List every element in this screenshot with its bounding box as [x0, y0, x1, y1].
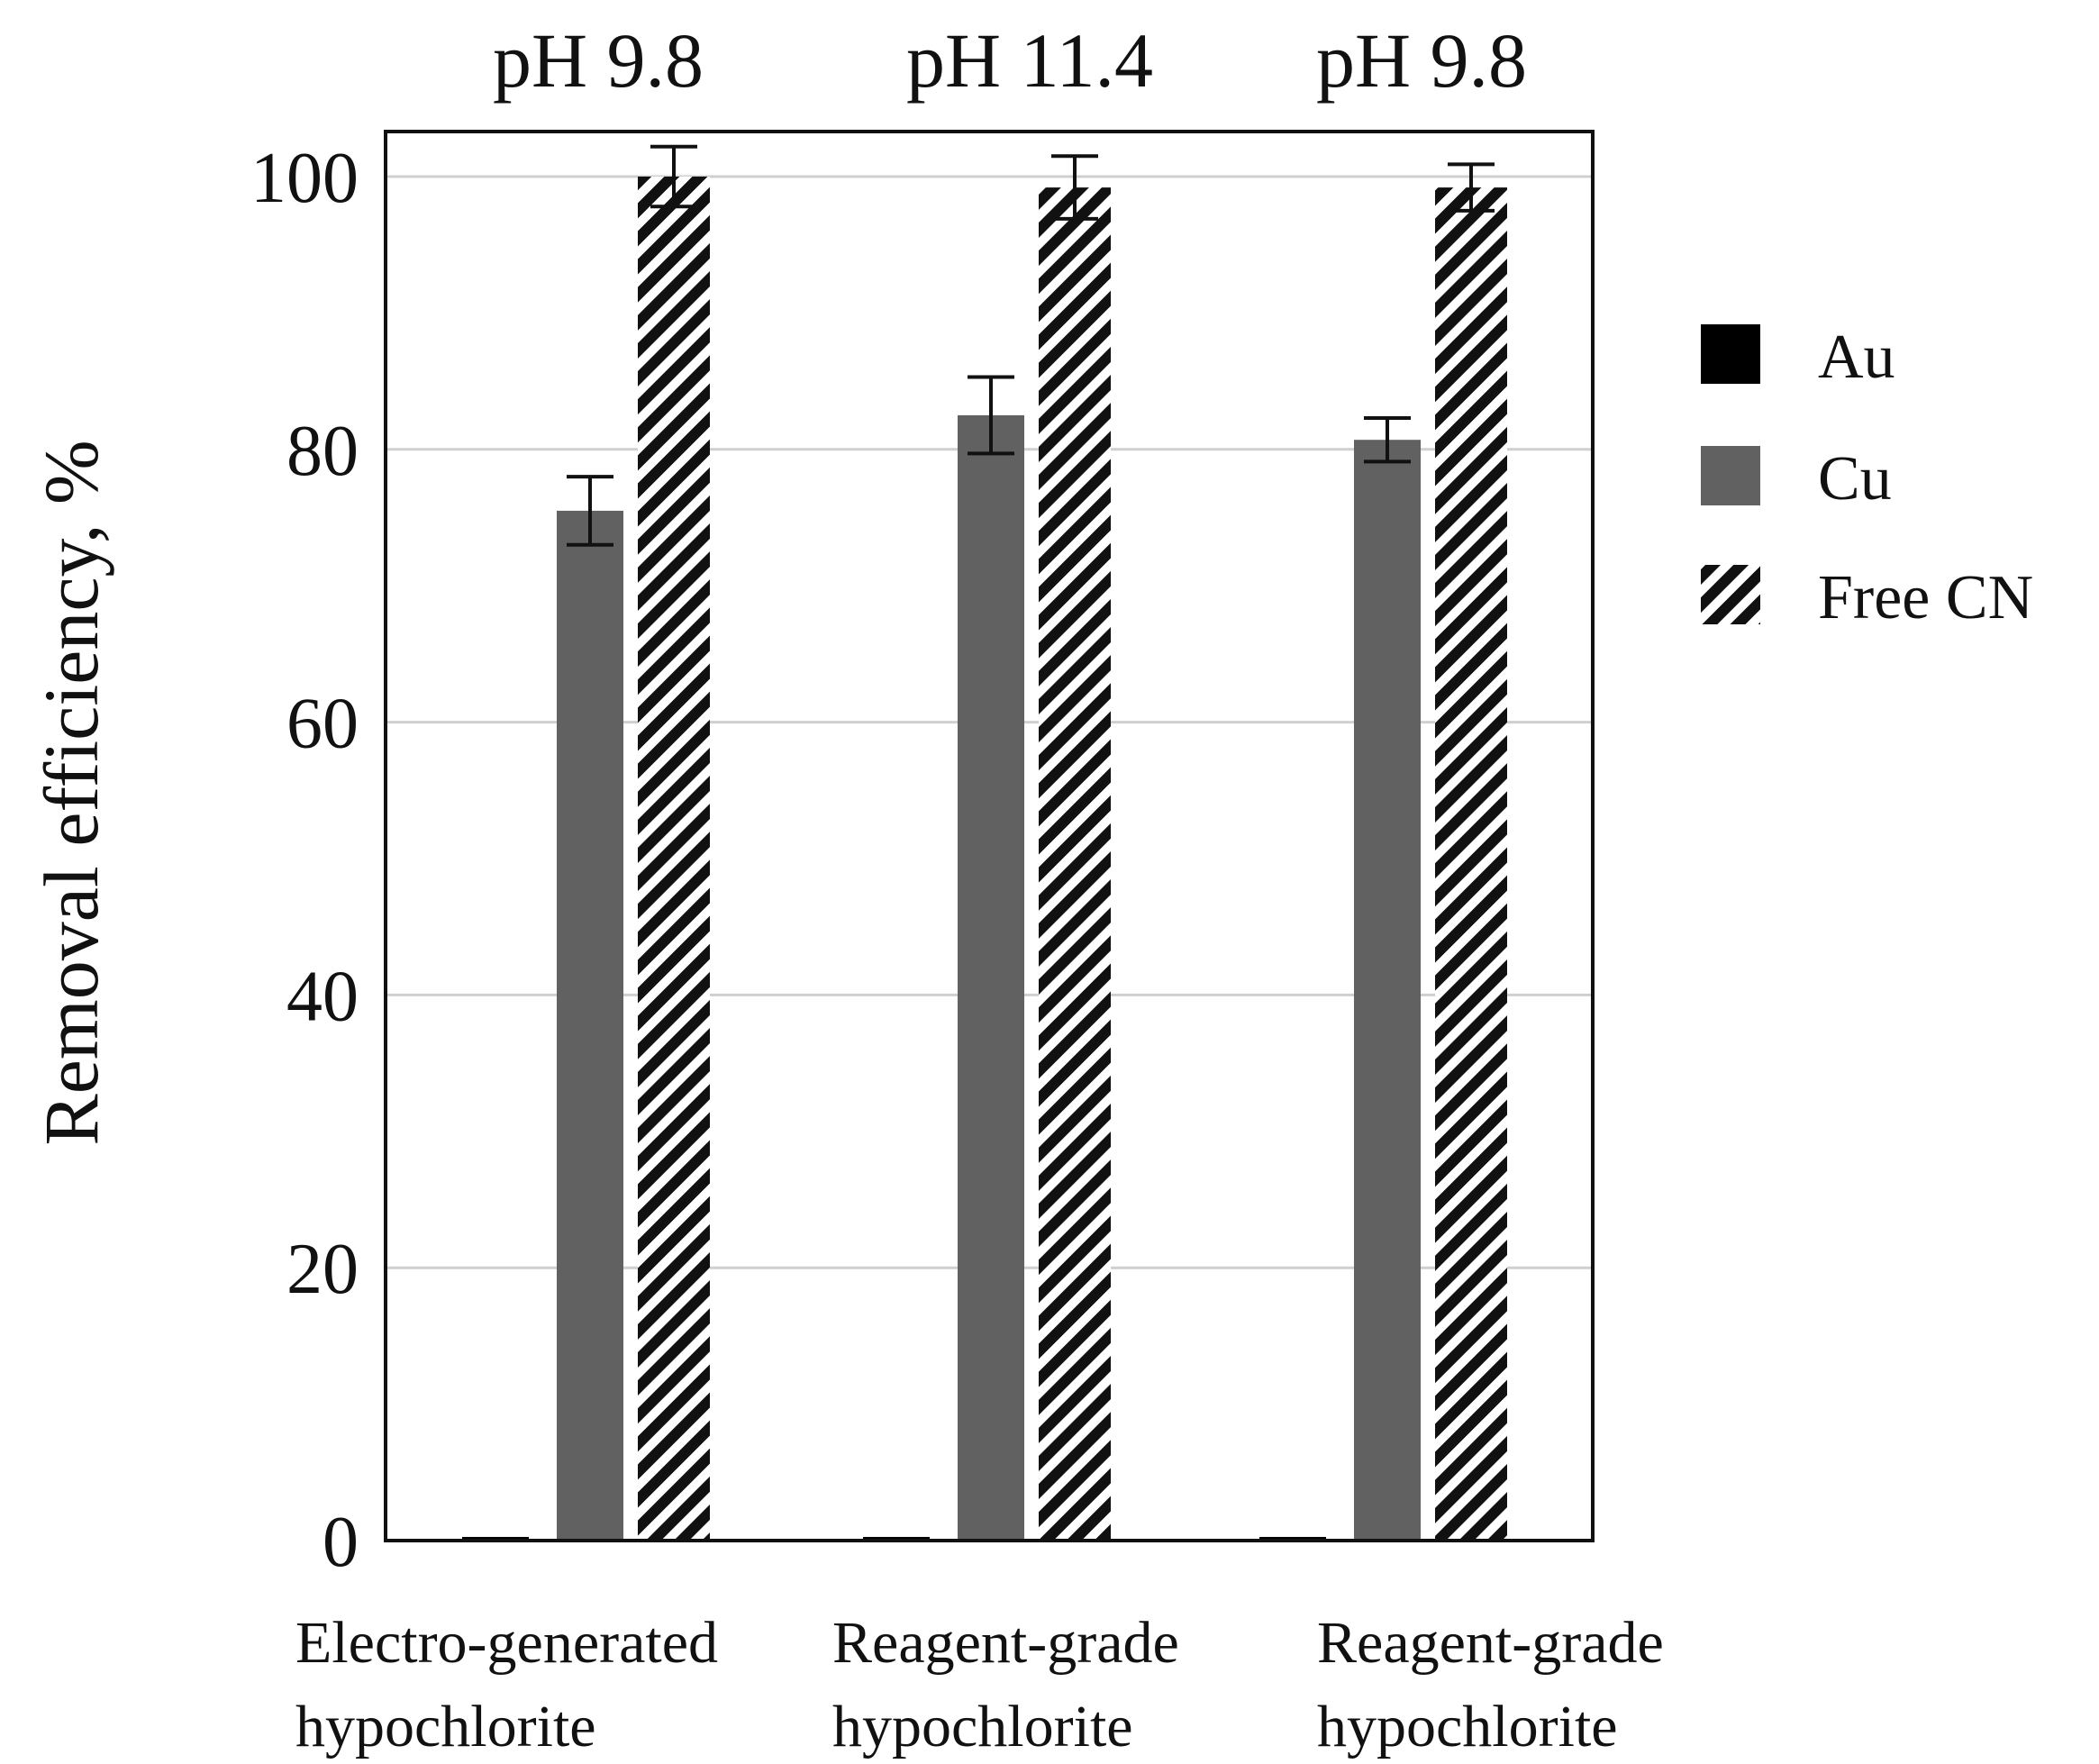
- legend: Au Cu Free CN: [1701, 323, 2033, 632]
- y-tick-label-0: 0: [323, 1503, 359, 1582]
- y-axis-ticks: 0 20 40 60 80 100: [250, 139, 359, 1582]
- category-label-2-line-1: Reagent-grade: [832, 1610, 1179, 1676]
- y-tick-label-20: 20: [286, 1230, 359, 1309]
- x-axis-category-labels: Electro-generated hypochlorite Reagent-gra…: [295, 1610, 1664, 1759]
- ph-annotation-3: pH 9.8: [1316, 17, 1527, 104]
- y-tick-label-40: 40: [286, 957, 359, 1036]
- legend-label-free-cn: Free CN: [1818, 563, 2033, 632]
- bar-free-cn-1: [638, 177, 710, 1541]
- bar-cu-3: [1354, 440, 1421, 1541]
- bar-free-cn-3: [1435, 187, 1507, 1541]
- y-tick-label-100: 100: [250, 139, 359, 218]
- category-label-3-line-1: Reagent-grade: [1317, 1610, 1664, 1676]
- bar-free-cn-2: [1039, 187, 1111, 1541]
- plot-frame: [384, 130, 1595, 1542]
- bar-cu-2: [958, 414, 1024, 1541]
- ph-annotation-2: pH 11.4: [906, 17, 1153, 104]
- legend-label-au: Au: [1818, 323, 1895, 392]
- category-label-3-line-2: hypochlorite: [1317, 1694, 1618, 1759]
- y-tick-label-80: 80: [286, 412, 359, 491]
- y-tick-label-60: 60: [286, 685, 359, 764]
- ph-annotations: pH 9.8 pH 11.4 pH 9.8: [493, 17, 1527, 104]
- category-label-2-line-2: hypochlorite: [832, 1694, 1133, 1759]
- legend-label-cu: Cu: [1818, 444, 1892, 514]
- category-label-1-line-1: Electro-generated: [295, 1610, 718, 1676]
- bars-layer: [462, 144, 1507, 1542]
- legend-swatch-au: [1701, 324, 1760, 384]
- ph-annotation-1: pH 9.8: [493, 17, 704, 104]
- legend-swatch-cu: [1701, 446, 1760, 505]
- category-label-1-line-2: hypochlorite: [295, 1694, 596, 1759]
- y-axis-label: Removal efficiency, %: [28, 440, 114, 1145]
- legend-swatch-free-cn: [1701, 565, 1760, 624]
- bar-cu-1: [557, 510, 623, 1541]
